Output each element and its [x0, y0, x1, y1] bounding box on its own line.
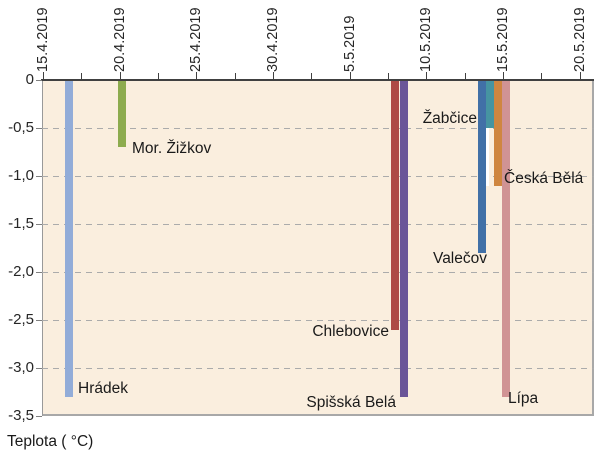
x-minor-tick	[464, 73, 466, 79]
x-tick-label: 15.4.2019	[35, 7, 51, 72]
y-tick-label: -1,0	[8, 167, 34, 184]
bar-label-mor-zizkov: Mor. Žižkov	[132, 140, 212, 157]
y-tick	[36, 80, 42, 81]
x-tick-label: 10.5.2019	[418, 7, 435, 72]
y-tick-label: 0	[25, 71, 34, 88]
x-tick-label: 25.4.2019	[188, 7, 205, 72]
bar-gap-artifact	[486, 128, 489, 186]
bar-label-valecov: Valečov	[433, 250, 487, 267]
gridline	[42, 224, 594, 225]
bar-label-chlebovice: Chlebovice	[312, 323, 389, 340]
x-major-tick	[196, 72, 198, 79]
y-tick-label: -2,0	[8, 263, 34, 280]
y-tick	[36, 416, 42, 417]
gridline	[42, 176, 594, 177]
bar-label-zabcice: Žabčice	[422, 110, 477, 127]
x-minor-tick	[387, 73, 389, 79]
y-axis-title: Teplota ( °C)	[7, 433, 94, 450]
x-major-tick	[119, 72, 121, 79]
x-major-tick	[502, 72, 504, 79]
x-minor-tick	[311, 73, 313, 79]
x-tick-label: 20.5.2019	[571, 7, 588, 72]
x-minor-tick	[234, 73, 236, 79]
y-tick	[36, 368, 42, 369]
gridline	[42, 128, 594, 129]
x-tick-label: 30.4.2019	[264, 7, 281, 72]
gridline	[42, 320, 594, 321]
x-axis-line	[41, 79, 594, 81]
gridline	[42, 368, 594, 369]
y-tick	[36, 128, 42, 129]
x-major-tick	[426, 72, 428, 79]
bar-zabcice	[486, 80, 495, 128]
x-major-tick	[579, 72, 581, 79]
x-minor-tick	[157, 73, 159, 79]
y-axis-line	[42, 80, 43, 416]
bar-valecov	[478, 80, 487, 253]
x-minor-tick	[81, 73, 83, 79]
y-tick-label: -0,5	[8, 119, 34, 136]
x-tick-label: 15.5.2019	[494, 7, 511, 72]
x-major-tick	[272, 72, 274, 79]
x-tick-label: 20.4.2019	[111, 7, 128, 72]
bar-lipa	[502, 80, 511, 397]
x-minor-tick	[541, 73, 543, 79]
gridline	[42, 272, 594, 273]
x-major-tick	[349, 72, 351, 79]
bar-label-hradek: Hrádek	[78, 380, 128, 397]
y-tick	[36, 272, 42, 273]
y-tick	[36, 320, 42, 321]
bar-spisska-bela	[400, 80, 409, 397]
bar-label-spisska-bela: Spišská Belá	[306, 394, 396, 411]
y-tick-label: -3,5	[8, 407, 34, 424]
bar-ceska-bela	[494, 80, 503, 186]
y-tick-label: -2,5	[8, 311, 34, 328]
y-tick	[36, 176, 42, 177]
bar-label-lipa: Lípa	[508, 390, 539, 407]
y-tick-label: -3,0	[8, 359, 34, 376]
y-tick-label: -1,5	[8, 215, 34, 232]
bar-mor-zizkov	[117, 80, 126, 148]
bar-label-ceska-bela: Česká Bělá	[504, 170, 584, 187]
bar-hradek	[65, 80, 74, 397]
y-tick	[36, 224, 42, 225]
bar-chlebovice	[390, 80, 399, 330]
x-tick-label: 5.5.2019	[341, 15, 358, 72]
x-major-tick	[43, 72, 44, 79]
